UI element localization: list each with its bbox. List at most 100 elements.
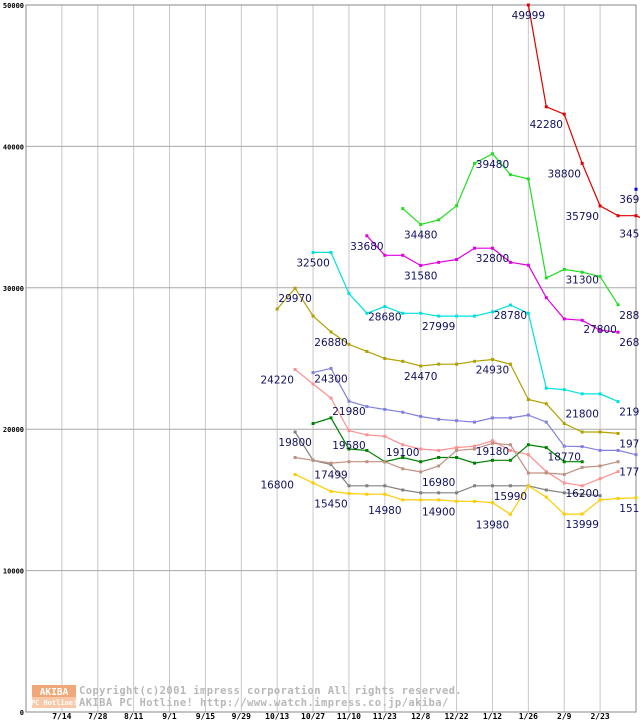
data-point [347, 484, 351, 488]
data-label: 21980 [332, 406, 365, 418]
data-point [365, 405, 369, 409]
x-tick-label: 9/1 [162, 712, 177, 720]
watermark: AKIBA PC Hotline! Copyright(c)2001 impre… [31, 685, 462, 709]
x-tick-label: 12/22 [445, 712, 469, 720]
data-point [580, 270, 584, 274]
series-line [527, 4, 640, 219]
data-point [473, 461, 477, 465]
series-group [401, 152, 620, 307]
plot-frame [25, 4, 637, 713]
data-point [616, 330, 620, 334]
data-point [365, 460, 369, 464]
data-point [419, 263, 423, 267]
logo-top-text: AKIBA [40, 687, 69, 698]
data-point [383, 407, 387, 411]
y-axis: 0 10000 20000 30000 40000 50000 [3, 2, 24, 717]
data-point [455, 362, 459, 366]
data-point [562, 317, 566, 321]
data-point [365, 433, 369, 437]
data-point [544, 495, 548, 499]
data-point [383, 253, 387, 257]
data-point [293, 430, 297, 434]
data-point [329, 396, 333, 400]
data-label: 26880 [314, 337, 347, 349]
copyright-line-2: AKIBA PC Hotline! http://www.watch.impre… [79, 697, 449, 709]
data-point [455, 499, 459, 503]
data-point [526, 311, 530, 315]
data-point [562, 481, 566, 485]
data-label: 28680 [368, 311, 401, 323]
data-label: 15450 [314, 499, 347, 511]
data-label: 14980 [368, 505, 401, 517]
series-line [276, 287, 619, 434]
data-label: 33680 [350, 241, 383, 253]
data-point [473, 246, 477, 250]
series-group [311, 366, 638, 457]
data-point [616, 460, 620, 464]
data-point [473, 484, 477, 488]
x-tick-label: 7/28 [88, 712, 107, 720]
data-label: 16980 [422, 477, 455, 489]
data-point [544, 488, 548, 492]
data-point [580, 492, 584, 496]
data-point [329, 366, 333, 370]
data-point [544, 296, 548, 300]
series-line [313, 251, 619, 403]
data-label: 34480 [404, 229, 437, 241]
data-point [293, 455, 297, 459]
data-point [490, 484, 494, 488]
data-point [275, 307, 279, 311]
data-label: 28800 [619, 310, 640, 322]
data-point [347, 447, 351, 451]
data-label: 24300 [314, 373, 347, 385]
data-point [401, 488, 405, 492]
data-point [347, 291, 351, 295]
data-label: 49999 [512, 10, 545, 22]
data-point [544, 420, 548, 424]
series-group [634, 187, 638, 191]
data-label: 18770 [548, 452, 581, 464]
data-point [508, 362, 512, 366]
data-label: 31580 [404, 270, 437, 282]
data-point [455, 491, 459, 495]
data-point [544, 446, 548, 450]
data-point [526, 263, 530, 267]
data-point [419, 414, 423, 418]
data-label: 31300 [565, 274, 598, 286]
data-label: 13999 [565, 519, 598, 531]
data-point [580, 318, 584, 322]
data-point [401, 443, 405, 447]
data-point [598, 430, 602, 434]
data-point [311, 382, 315, 386]
data-point [365, 234, 369, 238]
data-point [419, 498, 423, 502]
data-point [490, 246, 494, 250]
series-group [275, 286, 620, 435]
x-tick-label: 10/27 [301, 712, 325, 720]
y-tick-label: 0 [20, 709, 24, 717]
x-tick-label: 11/10 [337, 712, 361, 720]
data-point [562, 388, 566, 392]
data-point [383, 434, 387, 438]
data-point [455, 258, 459, 262]
data-point [311, 314, 315, 318]
data-point [490, 439, 494, 443]
data-point [437, 455, 441, 459]
data-label: 34550 [619, 228, 640, 240]
data-point [401, 467, 405, 471]
data-point [598, 204, 602, 208]
series-group [311, 250, 620, 404]
data-point [473, 499, 477, 503]
data-point [419, 222, 423, 226]
data-point [526, 413, 530, 417]
data-point [365, 349, 369, 353]
data-label: 32500 [296, 257, 329, 269]
data-point [490, 458, 494, 462]
data-point [401, 207, 405, 211]
data-label: 27999 [422, 321, 455, 333]
data-point [383, 460, 387, 464]
data-label: 19180 [476, 446, 509, 458]
data-point [437, 448, 441, 452]
data-point [455, 446, 459, 450]
